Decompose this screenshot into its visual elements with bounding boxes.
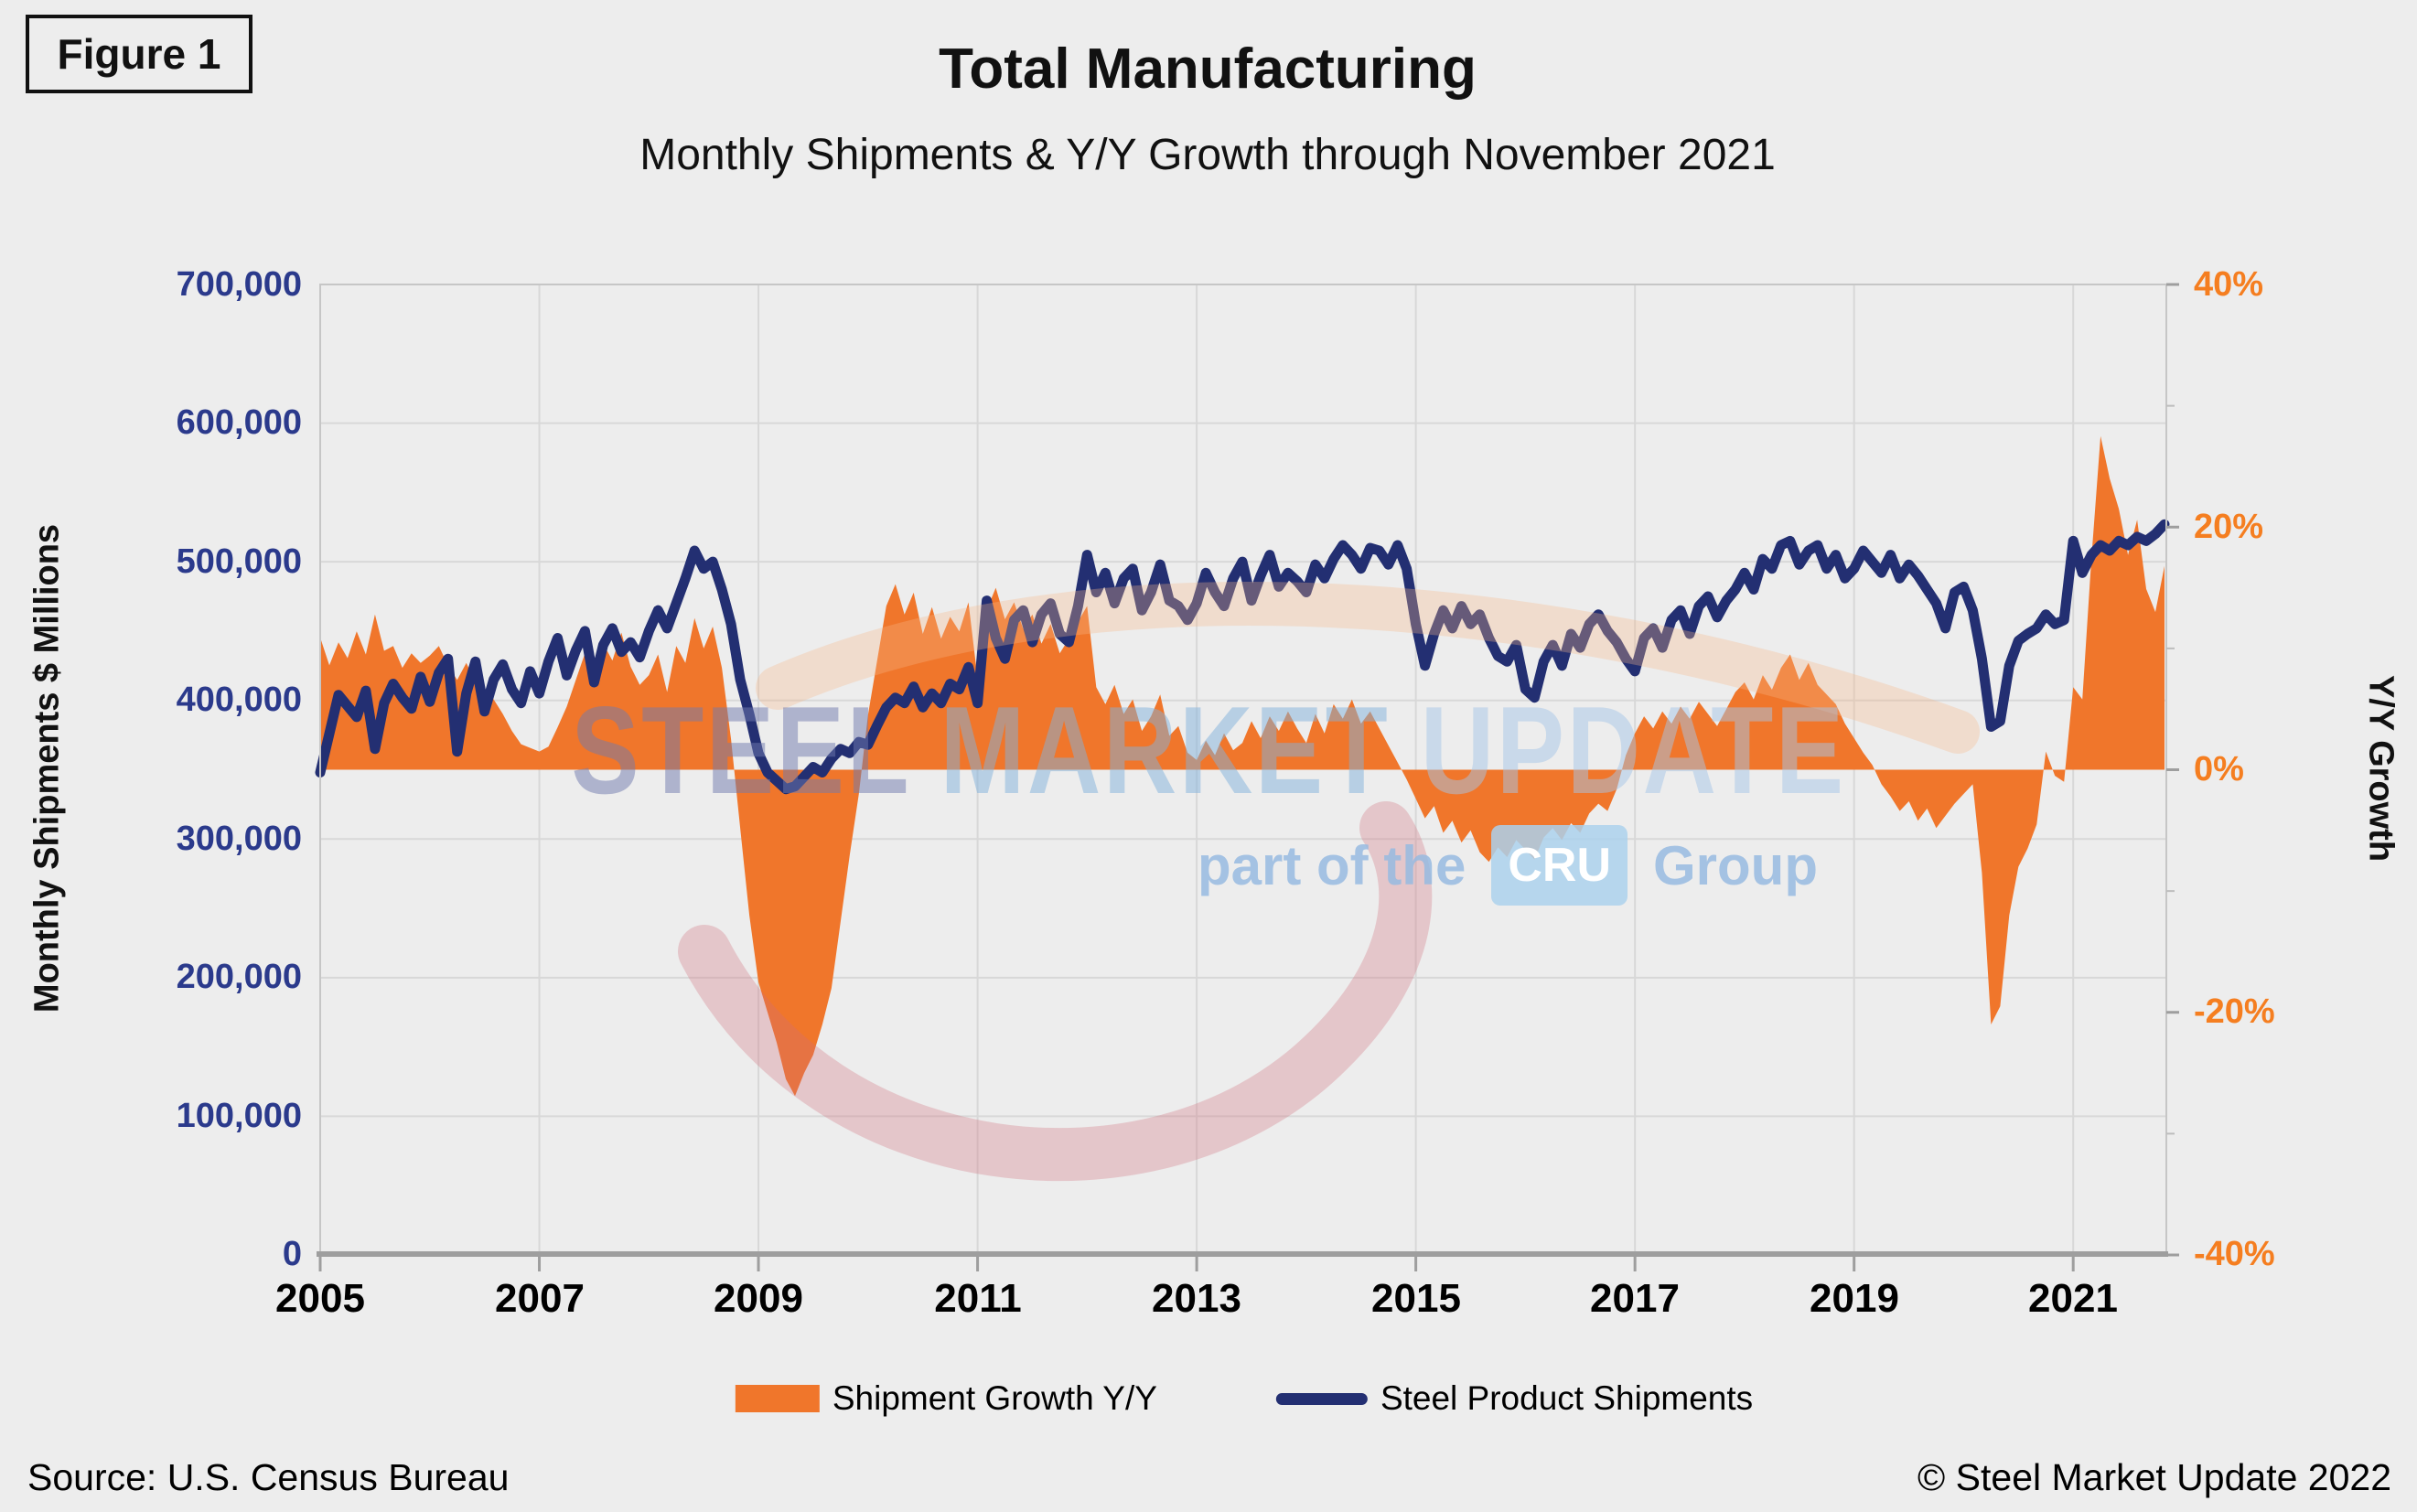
left-tick-700000: 700,000 bbox=[176, 265, 302, 304]
x-tick-2015: 2015 bbox=[1371, 1276, 1461, 1321]
left-axis-title: Monthly Shipments $ Millions bbox=[27, 523, 67, 1013]
right-tick-20: 20% bbox=[2194, 508, 2264, 546]
right-tick-n40: -40% bbox=[2194, 1235, 2275, 1273]
watermark-cru-line: part of the CRU Group bbox=[1198, 825, 1818, 906]
chart-series bbox=[315, 435, 2170, 1097]
figure-label: Figure 1 bbox=[57, 30, 221, 78]
left-tick-300000: 300,000 bbox=[176, 820, 302, 858]
figure-label-box: Figure 1 bbox=[26, 15, 252, 93]
left-tick-200000: 200,000 bbox=[176, 958, 302, 996]
watermark-update: UPDATE bbox=[1420, 681, 1846, 820]
shipments-line-swatch bbox=[1275, 1392, 1368, 1405]
x-tick-2007: 2007 bbox=[495, 1276, 585, 1321]
right-tick-n20: -20% bbox=[2194, 992, 2275, 1031]
chart-subtitle: Monthly Shipments & Y/Y Growth through N… bbox=[639, 131, 1776, 179]
chart-title: Total Manufacturing bbox=[939, 38, 1477, 101]
copyright-note: © Steel Market Update 2022 bbox=[1917, 1456, 2391, 1498]
legend-label-shipments: Steel Product Shipments bbox=[1380, 1379, 1754, 1417]
watermark-swoosh-pink-arc bbox=[678, 801, 1433, 1182]
x-tick-2011: 2011 bbox=[934, 1276, 1022, 1321]
source-note: Source: U.S. Census Bureau bbox=[27, 1456, 510, 1498]
watermark-steel: STEEL bbox=[571, 681, 910, 820]
left-tick-500000: 500,000 bbox=[176, 542, 302, 581]
watermark-part-of-the: part of the bbox=[1198, 834, 1466, 896]
right-tick-40: 40% bbox=[2194, 265, 2264, 304]
x-tick-2009: 2009 bbox=[714, 1276, 803, 1321]
legend-label-growth: Shipment Growth Y/Y bbox=[832, 1379, 1157, 1417]
left-tick-400000: 400,000 bbox=[176, 681, 302, 719]
watermark-swoosh bbox=[678, 582, 1980, 1182]
legend: Shipment Growth Y/Y Steel Product Shipme… bbox=[735, 1379, 1754, 1418]
watermark-market: MARKET bbox=[940, 681, 1391, 820]
axis-ticks bbox=[318, 283, 2179, 1271]
left-tick-0: 0 bbox=[282, 1235, 302, 1273]
watermark-group: Group bbox=[1653, 834, 1818, 896]
x-tick-2005: 2005 bbox=[275, 1276, 365, 1321]
right-tick-0: 0% bbox=[2194, 750, 2244, 788]
left-tick-600000: 600,000 bbox=[176, 403, 302, 442]
legend-item-growth: Shipment Growth Y/Y bbox=[735, 1379, 1157, 1418]
cru-logo: CRU bbox=[1491, 825, 1628, 906]
growth-area-swatch bbox=[735, 1385, 820, 1412]
watermark-swoosh-peach-arc bbox=[756, 582, 1980, 754]
x-tick-2019: 2019 bbox=[1810, 1276, 1899, 1321]
watermark-text: STEEL MARKET UPDATE bbox=[571, 688, 1845, 812]
x-tick-2021: 2021 bbox=[2028, 1276, 2118, 1321]
left-tick-100000: 100,000 bbox=[176, 1097, 302, 1135]
legend-item-shipments: Steel Product Shipments bbox=[1275, 1379, 1754, 1418]
x-tick-2017: 2017 bbox=[1590, 1276, 1680, 1321]
x-tick-2013: 2013 bbox=[1152, 1276, 1241, 1321]
